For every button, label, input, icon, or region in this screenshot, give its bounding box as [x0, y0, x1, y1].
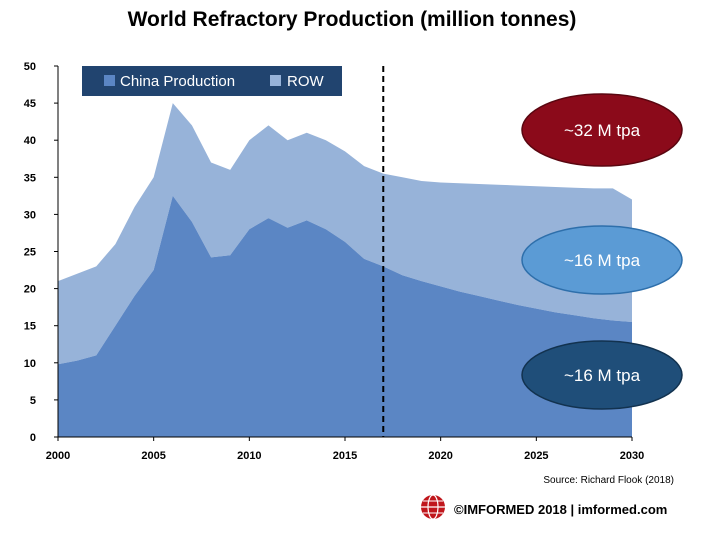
x-tick-label: 2000: [46, 450, 70, 462]
x-tick-label: 2005: [141, 450, 165, 462]
area-row: [58, 103, 632, 365]
axes: [54, 65, 633, 441]
annotation-ellipse-china: [521, 340, 683, 410]
area-china-production: [58, 195, 632, 437]
y-tick-label: 10: [24, 358, 36, 370]
legend-box: [82, 66, 342, 96]
legend-swatch-row: [270, 75, 281, 86]
y-tick-label: 50: [24, 61, 36, 73]
y-tick-label: 15: [24, 321, 36, 333]
annotation-total-label: ~32 M tpa: [564, 121, 641, 140]
plot-areas: [58, 103, 632, 437]
annotation-china-label: ~16 M tpa: [564, 366, 641, 385]
footer: ©IMFORMED 2018 | imformed.com: [420, 493, 668, 525]
annotation-china: ~16 M tpa: [521, 340, 683, 410]
footer-text: ©IMFORMED 2018 | imformed.com: [454, 501, 668, 517]
y-tick-label: 30: [24, 209, 36, 221]
y-tick-label: 45: [24, 98, 36, 110]
x-tick-label: 2015: [333, 450, 357, 462]
y-tick-label: 20: [24, 284, 36, 296]
legend: China Production ROW: [82, 66, 342, 96]
chart-title: World Refractory Production (million ton…: [127, 8, 577, 31]
annotation-ellipse-row: [521, 225, 683, 295]
x-tick-label: 2025: [524, 450, 548, 462]
y-tick-label: 35: [24, 172, 36, 184]
legend-swatch-china: [104, 75, 115, 86]
y-tick-label: 0: [30, 432, 36, 444]
y-tick-label: 25: [24, 247, 36, 259]
annotation-ellipse-total: [521, 93, 683, 167]
x-tick-label: 2030: [620, 450, 644, 462]
x-tick-label: 2020: [428, 450, 452, 462]
source-note: Source: Richard Flook (2018): [543, 475, 674, 486]
annotation-row-label: ~16 M tpa: [564, 251, 641, 270]
annotation-row: ~16 M tpa: [521, 225, 683, 295]
y-tick-label: 40: [24, 135, 36, 147]
annotation-total: ~32 M tpa: [521, 93, 683, 167]
legend-label-row: ROW: [287, 73, 325, 90]
x-tick-label: 2010: [237, 450, 261, 462]
y-tick-label: 5: [30, 395, 36, 407]
legend-label-china: China Production: [120, 73, 235, 90]
globe-logo-icon: [420, 493, 446, 525]
